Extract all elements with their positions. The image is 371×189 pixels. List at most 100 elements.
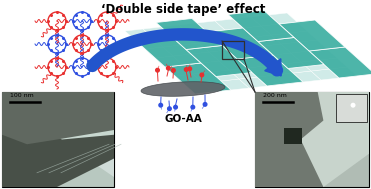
Circle shape [168, 107, 171, 111]
Polygon shape [191, 52, 219, 63]
Polygon shape [255, 55, 283, 66]
Polygon shape [255, 92, 369, 187]
Polygon shape [155, 56, 183, 67]
Polygon shape [225, 28, 253, 39]
Polygon shape [301, 60, 329, 71]
Polygon shape [186, 46, 252, 77]
Polygon shape [243, 26, 271, 37]
Polygon shape [253, 35, 281, 46]
Polygon shape [211, 70, 239, 81]
Polygon shape [163, 45, 191, 56]
Polygon shape [185, 83, 213, 94]
Text: GO-AA: GO-AA [164, 114, 202, 124]
Polygon shape [263, 44, 291, 55]
Polygon shape [156, 19, 222, 50]
Circle shape [188, 67, 191, 70]
Polygon shape [227, 48, 255, 59]
Text: ‘Double side tape’ effect: ‘Double side tape’ effect [101, 3, 265, 16]
Polygon shape [233, 17, 261, 28]
Polygon shape [197, 21, 225, 32]
Polygon shape [181, 43, 209, 54]
Text: 100 nm: 100 nm [10, 93, 34, 98]
Circle shape [200, 73, 204, 77]
Polygon shape [311, 69, 339, 80]
Polygon shape [219, 59, 247, 70]
Polygon shape [2, 92, 114, 144]
Polygon shape [161, 25, 189, 36]
Polygon shape [179, 23, 207, 34]
Polygon shape [281, 42, 309, 53]
Circle shape [167, 66, 170, 70]
Polygon shape [2, 92, 114, 167]
Polygon shape [193, 72, 221, 83]
Polygon shape [135, 38, 163, 49]
Polygon shape [22, 92, 114, 177]
Polygon shape [217, 39, 245, 50]
Polygon shape [247, 66, 275, 77]
Polygon shape [153, 36, 181, 47]
Polygon shape [251, 15, 279, 26]
Polygon shape [291, 51, 319, 62]
Polygon shape [309, 49, 337, 60]
Polygon shape [165, 65, 193, 76]
Polygon shape [273, 53, 301, 64]
Circle shape [351, 103, 355, 108]
FancyBboxPatch shape [2, 92, 114, 187]
Polygon shape [135, 36, 201, 67]
Polygon shape [258, 37, 324, 68]
Text: 200 nm: 200 nm [263, 93, 287, 98]
Polygon shape [279, 20, 345, 51]
Polygon shape [239, 77, 267, 88]
Circle shape [159, 103, 162, 107]
Polygon shape [229, 68, 257, 79]
Polygon shape [283, 62, 311, 73]
Polygon shape [125, 29, 153, 40]
Polygon shape [143, 27, 171, 38]
Polygon shape [269, 13, 297, 24]
FancyArrow shape [265, 59, 281, 76]
Polygon shape [141, 82, 225, 96]
Polygon shape [215, 19, 243, 30]
Polygon shape [228, 11, 294, 42]
Polygon shape [309, 47, 371, 78]
Circle shape [174, 105, 177, 109]
Polygon shape [171, 34, 199, 45]
Polygon shape [271, 33, 299, 44]
Polygon shape [199, 41, 227, 52]
Polygon shape [255, 92, 324, 187]
Circle shape [203, 103, 207, 106]
Polygon shape [261, 24, 289, 35]
Polygon shape [245, 46, 273, 57]
Circle shape [191, 105, 195, 109]
FancyBboxPatch shape [336, 94, 367, 122]
Polygon shape [265, 64, 293, 75]
Polygon shape [175, 74, 203, 85]
Polygon shape [201, 61, 229, 72]
Polygon shape [203, 81, 231, 92]
Polygon shape [279, 22, 307, 33]
Polygon shape [189, 32, 217, 43]
Polygon shape [221, 79, 249, 90]
Polygon shape [329, 67, 357, 78]
Polygon shape [289, 31, 317, 42]
FancyBboxPatch shape [255, 92, 369, 187]
Circle shape [184, 68, 188, 71]
Circle shape [156, 68, 159, 72]
Circle shape [172, 69, 175, 72]
Polygon shape [275, 73, 303, 84]
FancyBboxPatch shape [283, 128, 302, 144]
Polygon shape [257, 75, 285, 86]
Polygon shape [145, 47, 173, 58]
Polygon shape [235, 37, 263, 48]
Polygon shape [299, 40, 327, 51]
Polygon shape [2, 121, 114, 187]
Polygon shape [209, 50, 237, 61]
Polygon shape [173, 54, 201, 65]
Polygon shape [293, 71, 321, 82]
Polygon shape [183, 63, 211, 74]
Polygon shape [207, 28, 273, 59]
Polygon shape [165, 63, 231, 94]
Polygon shape [237, 55, 303, 86]
Polygon shape [237, 57, 265, 68]
Polygon shape [319, 58, 347, 69]
